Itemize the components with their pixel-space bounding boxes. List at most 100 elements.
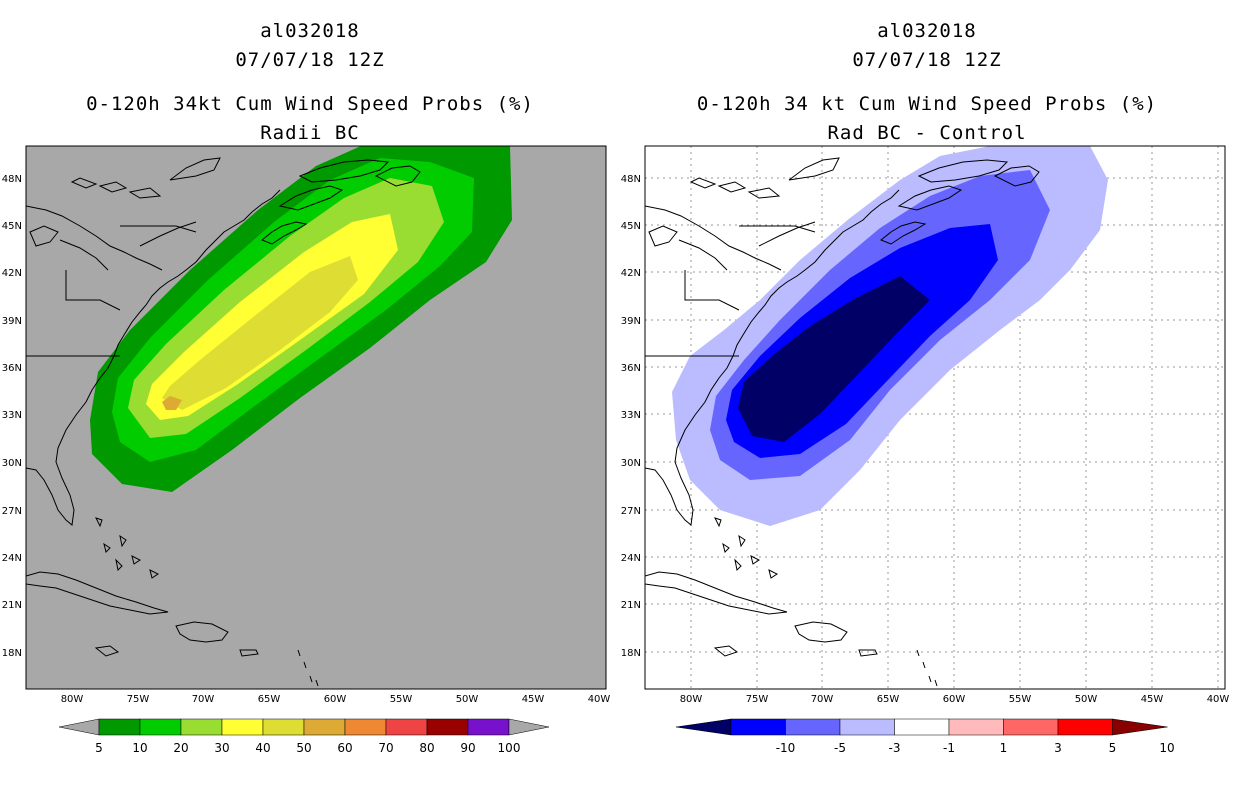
right-axis-labels: 80W 75W 70W 65W 60W 55W 50W 45W 40W 48N … <box>621 174 1230 705</box>
lat-label: 30N <box>621 458 641 469</box>
left-storm-id: al032018 <box>260 20 360 42</box>
lon-label: 40W <box>588 694 611 705</box>
lat-label: 24N <box>2 553 22 564</box>
lon-label: 60W <box>324 694 347 705</box>
lat-label: 36N <box>2 363 22 374</box>
right-colorbar-swatch <box>1057 718 1113 736</box>
lat-label: 18N <box>2 648 22 659</box>
left-colorbar-swatch <box>344 718 387 736</box>
left-colorbar-over-arrow <box>508 718 550 736</box>
right-colorbar-label: 1 <box>1000 741 1008 755</box>
lat-label: 21N <box>621 600 641 611</box>
lat-label: 42N <box>621 268 641 279</box>
lon-label: 65W <box>258 694 281 705</box>
right-colorbar-under-arrow <box>675 718 732 736</box>
lat-label: 39N <box>621 316 641 327</box>
left-product: 0-120h 34kt Cum Wind Speed Probs (%) <box>86 93 534 115</box>
left-colorbar-label: 50 <box>296 741 311 755</box>
left-subtitle: Radii BC <box>260 122 360 144</box>
lat-label: 48N <box>621 174 641 185</box>
right-colorbar-swatch <box>948 718 1004 736</box>
left-colorbar-swatch <box>467 718 510 736</box>
right-difference-contours <box>672 146 1108 526</box>
left-colorbar: 5 10 20 30 40 50 60 70 80 90 100 <box>58 718 550 755</box>
lon-label: 50W <box>1075 694 1098 705</box>
left-colorbar-label: 20 <box>173 741 188 755</box>
left-colorbar-label: 10 <box>132 741 147 755</box>
right-subtitle: Rad BC - Control <box>827 122 1027 144</box>
lat-label: 36N <box>621 363 641 374</box>
lat-label: 33N <box>2 410 22 421</box>
left-colorbar-label: 70 <box>378 741 393 755</box>
left-colorbar-label: 5 <box>95 741 103 755</box>
lat-label: 39N <box>2 316 22 327</box>
left-map-frame <box>25 145 607 690</box>
lon-label: 75W <box>746 694 769 705</box>
lat-label: 18N <box>621 648 641 659</box>
lat-label: 48N <box>2 174 22 185</box>
left-colorbar-swatch <box>98 718 141 736</box>
left-colorbar-label: 60 <box>337 741 352 755</box>
left-colorbar-label: 40 <box>255 741 270 755</box>
right-colorbar-swatch <box>894 718 950 736</box>
left-colorbar-label: 100 <box>498 741 521 755</box>
lon-label: 55W <box>1009 694 1032 705</box>
lon-label: 65W <box>877 694 900 705</box>
lon-label: 70W <box>811 694 834 705</box>
lon-label: 70W <box>192 694 215 705</box>
lat-label: 21N <box>2 600 22 611</box>
left-colorbar-swatch <box>262 718 305 736</box>
right-colorbar-label: 5 <box>1109 741 1117 755</box>
right-colorbar-label: -1 <box>943 741 955 755</box>
left-colorbar-swatch <box>180 718 223 736</box>
left-datetime: 07/07/18 12Z <box>235 49 385 71</box>
right-product-block: 0-120h 34 kt Cum Wind Speed Probs (%) Ra… <box>627 90 1227 148</box>
left-colorbar-swatch <box>139 718 182 736</box>
right-colorbar-label: -5 <box>834 741 846 755</box>
right-colorbar-swatch <box>839 718 895 736</box>
lon-label: 75W <box>127 694 150 705</box>
lat-label: 42N <box>2 268 22 279</box>
left-map <box>26 146 606 689</box>
lat-label: 27N <box>2 506 22 517</box>
left-colorbar-under-arrow <box>58 718 100 736</box>
right-product: 0-120h 34 kt Cum Wind Speed Probs (%) <box>696 93 1158 115</box>
left-colorbar-swatch <box>221 718 264 736</box>
right-colorbar: -10 -5 -3 -1 1 3 5 10 <box>675 718 1175 755</box>
left-colorbar-swatch <box>385 718 428 736</box>
right-colorbar-label: 3 <box>1054 741 1062 755</box>
left-probability-contours <box>90 146 512 492</box>
left-axis-labels: 80W 75W 70W 65W 60W 55W 50W 45W 40W 48N … <box>2 174 611 705</box>
left-colorbar-swatch <box>426 718 469 736</box>
right-colorbar-label: -3 <box>889 741 901 755</box>
lon-label: 80W <box>61 694 84 705</box>
right-colorbar-swatch <box>730 718 786 736</box>
lon-label: 60W <box>943 694 966 705</box>
left-colorbar-label: 90 <box>460 741 475 755</box>
right-colorbar-label: -10 <box>776 741 796 755</box>
lon-label: 45W <box>1141 694 1164 705</box>
right-datetime: 07/07/18 12Z <box>852 49 1002 71</box>
lon-label: 55W <box>390 694 413 705</box>
right-map <box>645 146 1225 689</box>
lon-label: 40W <box>1207 694 1230 705</box>
lat-label: 45N <box>2 221 22 232</box>
lon-label: 80W <box>680 694 703 705</box>
right-colorbar-swatch <box>785 718 841 736</box>
lat-label: 27N <box>621 506 641 517</box>
lon-label: 45W <box>522 694 545 705</box>
right-title-block: al032018 07/07/18 12Z <box>627 17 1227 75</box>
left-product-block: 0-120h 34kt Cum Wind Speed Probs (%) Rad… <box>10 90 610 148</box>
lat-label: 24N <box>621 553 641 564</box>
left-title-block: al032018 07/07/18 12Z <box>10 17 610 75</box>
right-map-frame <box>644 145 1226 690</box>
lat-label: 33N <box>621 410 641 421</box>
lat-label: 45N <box>621 221 641 232</box>
left-colorbar-label: 30 <box>214 741 229 755</box>
lon-label: 50W <box>456 694 479 705</box>
right-colorbar-swatch <box>1003 718 1059 736</box>
right-colorbar-over-arrow <box>1112 718 1168 736</box>
left-colorbar-label: 80 <box>419 741 434 755</box>
right-colorbar-label: 10 <box>1159 741 1174 755</box>
